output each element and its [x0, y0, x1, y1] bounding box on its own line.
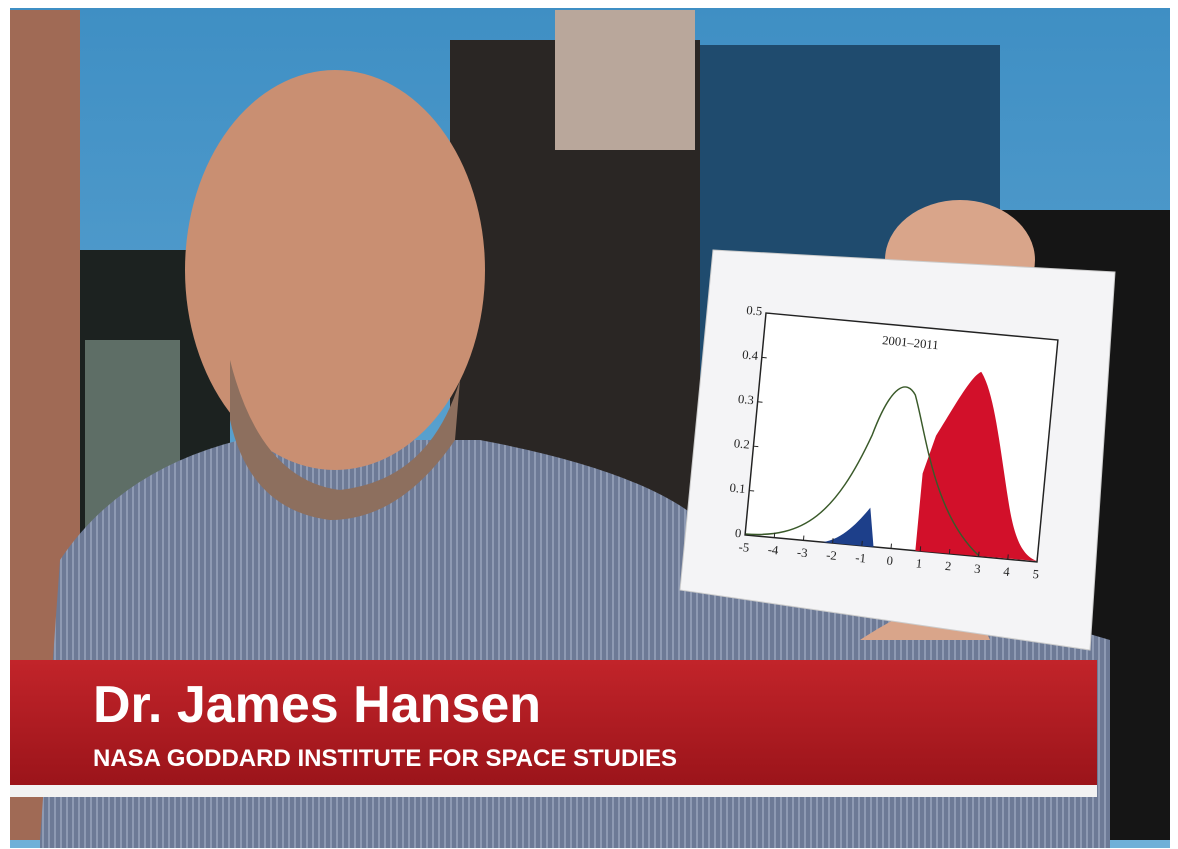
- x-tick-label: -4: [767, 543, 780, 558]
- x-tick-label: -3: [796, 545, 808, 560]
- video-frame: 2001–2011 00.10.20.30.40.5-5-4-3-2-10123…: [0, 0, 1178, 849]
- y-tick-label: 0.4: [742, 348, 760, 363]
- y-tick-label: 0.5: [746, 303, 763, 318]
- x-tick-label: -2: [826, 548, 838, 563]
- x-tick-label: 5: [1032, 567, 1040, 581]
- speaker-name: Dr. James Hansen: [93, 676, 541, 734]
- x-tick-label: 0: [886, 554, 894, 568]
- page: 2001–2011 00.10.20.30.40.5-5-4-3-2-10123…: [0, 0, 1178, 849]
- y-tick-label: 0.3: [737, 392, 754, 407]
- y-tick-label: 0.1: [729, 481, 746, 496]
- x-tick-label: -5: [738, 540, 750, 555]
- lower-third: Dr. James Hansen NASA GODDARD INSTITUTE …: [10, 660, 1097, 797]
- x-tick-label: 3: [974, 562, 982, 576]
- x-tick-label: 1: [915, 556, 923, 570]
- speaker-affiliation: NASA GODDARD INSTITUTE FOR SPACE STUDIES: [93, 745, 677, 772]
- y-tick-label: 0.2: [733, 436, 750, 451]
- x-tick-label: -1: [855, 551, 867, 566]
- x-tick-label: 2: [944, 559, 952, 573]
- y-tick-label: 0: [734, 526, 742, 540]
